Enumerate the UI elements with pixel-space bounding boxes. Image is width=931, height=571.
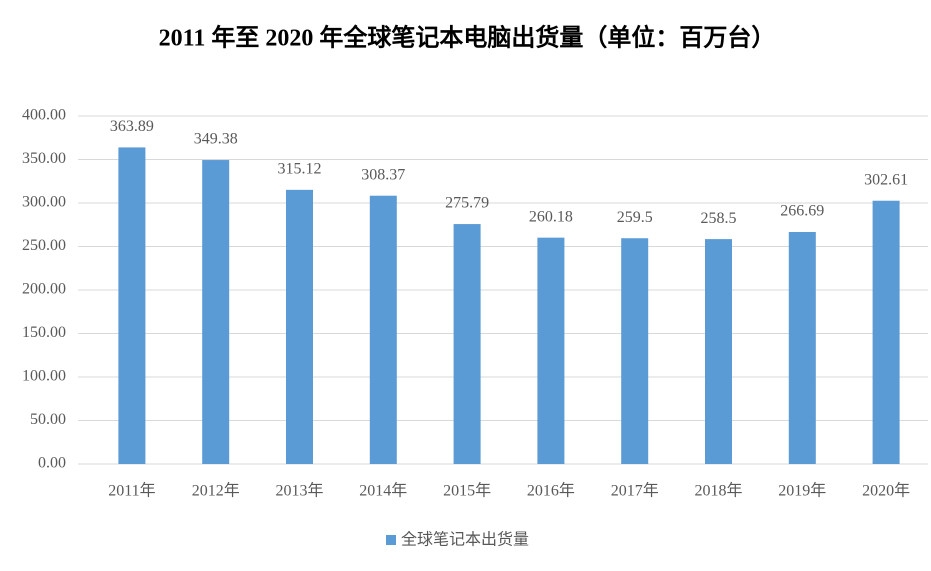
data-label: 258.5 — [701, 210, 737, 227]
data-label: 363.89 — [110, 118, 154, 135]
y-tick-label: 350.00 — [22, 150, 66, 167]
x-tick-label: 2020年 — [862, 482, 910, 500]
bar — [621, 238, 649, 464]
x-tick-label: 2013年 — [275, 482, 323, 500]
y-tick-label: 0.00 — [38, 455, 66, 472]
bar — [872, 200, 900, 464]
y-tick-label: 200.00 — [22, 281, 66, 298]
x-tick-label: 2017年 — [611, 482, 659, 500]
data-label: 302.61 — [864, 171, 908, 188]
x-tick-label: 2011年 — [108, 482, 155, 500]
x-tick-label: 2016年 — [527, 482, 575, 500]
x-tick-label: 2014年 — [359, 482, 407, 500]
y-tick-label: 100.00 — [22, 368, 66, 385]
data-label: 266.69 — [780, 203, 824, 220]
bar — [705, 239, 732, 464]
bar — [202, 160, 230, 464]
x-tick-label: 2015年 — [443, 482, 491, 500]
legend-swatch — [386, 535, 396, 545]
bar — [453, 224, 481, 464]
x-tick-label: 2019年 — [778, 482, 826, 500]
data-label: 308.37 — [361, 166, 405, 183]
data-label: 259.5 — [617, 209, 653, 226]
y-tick-label: 50.00 — [30, 411, 66, 428]
data-label: 275.79 — [445, 195, 489, 212]
bar — [788, 231, 816, 464]
data-label: 349.38 — [194, 131, 238, 148]
legend-label: 全球笔记本出货量 — [401, 531, 529, 549]
bar — [286, 189, 313, 465]
bar — [537, 237, 565, 464]
data-label: 315.12 — [278, 161, 322, 178]
bar — [118, 147, 146, 464]
y-tick-label: 250.00 — [22, 237, 66, 254]
data-label: 260.18 — [529, 208, 573, 225]
bar — [369, 195, 397, 465]
y-tick-label: 150.00 — [22, 324, 66, 341]
chart-title: 2011 年至 2020 年全球笔记本电脑出货量（单位：百万台） — [159, 24, 776, 52]
x-tick-label: 2018年 — [694, 482, 742, 500]
y-tick-label: 400.00 — [22, 107, 66, 124]
y-tick-label: 300.00 — [22, 194, 66, 211]
x-tick-label: 2012年 — [192, 482, 240, 500]
